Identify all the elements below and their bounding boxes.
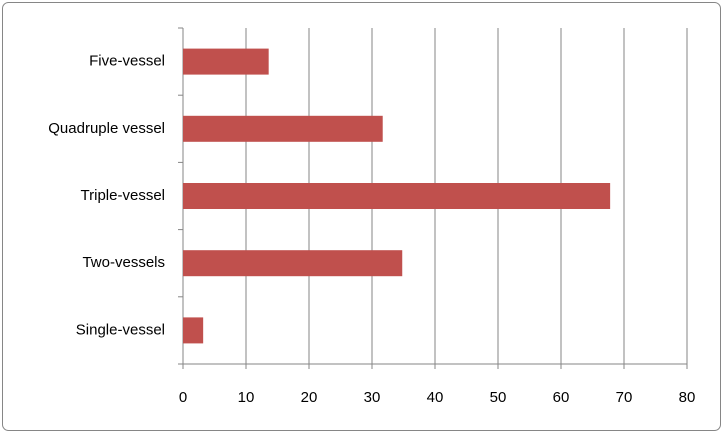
y-tick-label: Single-vessel bbox=[76, 321, 165, 338]
x-tick-label: 60 bbox=[553, 389, 570, 406]
bar bbox=[183, 48, 269, 75]
x-tick-label: 50 bbox=[490, 389, 507, 406]
x-tick-label: 30 bbox=[364, 389, 381, 406]
x-tick-label: 0 bbox=[179, 389, 187, 406]
x-tick-label: 10 bbox=[238, 389, 255, 406]
bar bbox=[183, 317, 204, 344]
bar bbox=[183, 183, 611, 209]
y-tick-label: Quadruple vessel bbox=[48, 120, 165, 137]
bar bbox=[183, 250, 403, 277]
x-tick-label: 40 bbox=[427, 389, 444, 406]
chart-border bbox=[2, 2, 721, 431]
y-tick-label: Triple-vessel bbox=[81, 187, 165, 204]
bar bbox=[183, 115, 383, 142]
y-tick-label: Five-vessel bbox=[89, 53, 165, 70]
x-tick-label: 70 bbox=[616, 389, 633, 406]
x-tick-label: 80 bbox=[679, 389, 696, 406]
y-tick-label: Two-vessels bbox=[82, 254, 165, 271]
x-tick-label: 20 bbox=[301, 389, 318, 406]
